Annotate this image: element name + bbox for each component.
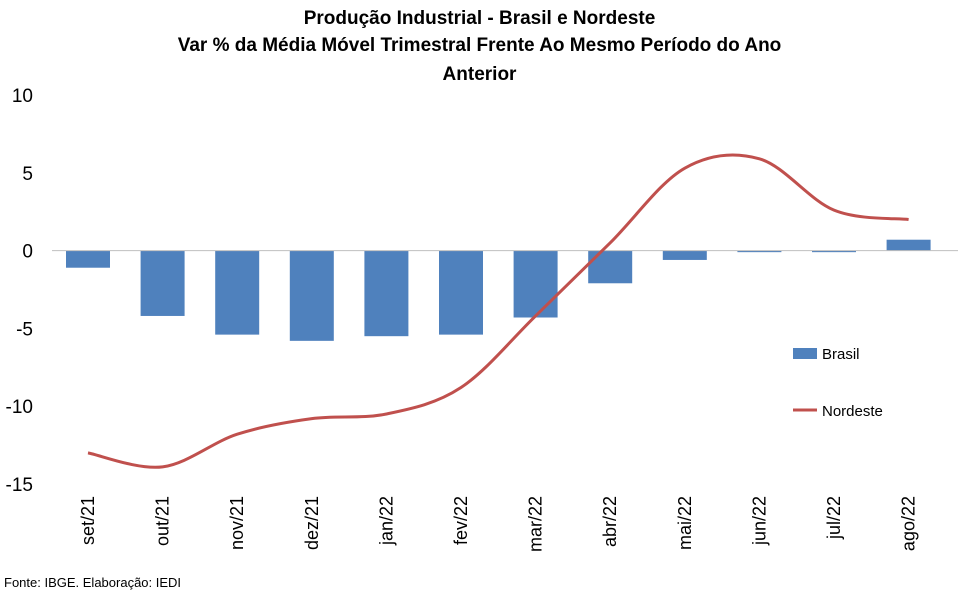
y-tick-label: 10	[12, 86, 33, 107]
x-tick-label: mai/22	[675, 496, 695, 550]
bar-brasil-ago-22	[886, 239, 931, 251]
bar-brasil-out-21	[140, 250, 185, 316]
legend: Brasil Nordeste	[793, 346, 883, 420]
bars-layer	[66, 239, 931, 341]
chart-title-line-1: Produção Industrial - Brasil e Nordeste	[303, 8, 656, 29]
source-note: Fonte: IBGE. Elaboração: IEDI	[4, 575, 182, 590]
bar-brasil-mar-22	[513, 250, 558, 318]
bar-brasil-nov-21	[215, 250, 260, 335]
bar-brasil-dez-21	[289, 250, 334, 341]
bar-brasil-jun-22	[737, 250, 782, 253]
y-axis-tick-labels: 10 5 0 -5 -10 -15	[6, 86, 33, 496]
x-axis-tick-labels: set/21 out/21 nov/21 dez/21 jan/22 fev/22 mar/…	[78, 496, 919, 552]
legend-label-nordeste: Nordeste	[822, 403, 883, 420]
chart-title-line-3: Anterior	[442, 64, 517, 85]
bar-brasil-fev-22	[439, 250, 483, 335]
bar-brasil-jan-22	[364, 250, 409, 337]
y-tick-label: -10	[6, 397, 33, 418]
legend-label-brasil: Brasil	[822, 346, 860, 363]
x-tick-label: out/21	[153, 496, 173, 546]
bar-brasil-jul-22	[812, 250, 856, 253]
chart-title-line-2: Var % da Média Móvel Trimestral Frente A…	[177, 35, 782, 56]
x-tick-label: nov/21	[227, 496, 247, 550]
legend-swatch-brasil	[793, 348, 817, 359]
x-tick-label: jul/22	[824, 496, 844, 540]
x-tick-label: dez/21	[302, 496, 322, 550]
x-tick-label: abr/22	[600, 496, 620, 547]
bar-brasil-mai-22	[662, 250, 707, 260]
x-tick-label: jan/22	[376, 496, 396, 546]
y-tick-label: 0	[22, 242, 33, 263]
y-tick-label: -15	[6, 475, 33, 496]
line-layer	[87, 153, 909, 469]
y-tick-label: 5	[22, 164, 33, 185]
x-tick-label: set/21	[78, 496, 98, 545]
line-nordeste	[87, 153, 909, 469]
bar-brasil-set-21	[66, 250, 110, 268]
x-tick-label: ago/22	[899, 496, 919, 551]
y-tick-label: -5	[16, 319, 33, 340]
x-tick-label: fev/22	[451, 496, 471, 545]
bar-brasil-abr-22	[588, 250, 633, 284]
x-tick-label: jun/22	[749, 496, 769, 546]
x-tick-label: mar/22	[526, 496, 546, 552]
